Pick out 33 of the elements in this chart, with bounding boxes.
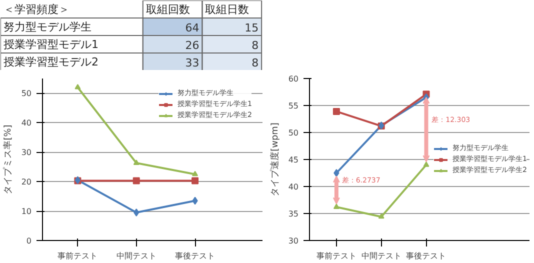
y-tick-label: 55 xyxy=(288,102,299,110)
y-tick-label: 授業学習型モデル2 xyxy=(3,55,98,68)
y-tick-label: 10 xyxy=(21,207,32,216)
y-tick-label: 40 xyxy=(288,182,299,192)
data-label: 26 xyxy=(185,38,200,52)
text: ＜学習頻度＞ xyxy=(3,2,70,16)
data-label: 8 xyxy=(252,56,259,70)
y-tick-label: 60 xyxy=(288,74,299,84)
x-tick-label: 取組回数 xyxy=(146,2,190,16)
x-tick-label: 中間テスト xyxy=(361,252,402,260)
data-label: 8 xyxy=(252,38,259,52)
y-tick-label: 0 xyxy=(26,236,32,246)
y-axis-title: タイプ速度[wpm] xyxy=(269,122,280,196)
x-tick-label: 取組日数 xyxy=(205,2,250,16)
data-label: 33 xyxy=(185,56,200,70)
y-tick-label: 30 xyxy=(21,148,32,158)
y-axis-title: タイプミス率[%] xyxy=(2,124,14,194)
x-tick-label: 事後テスト xyxy=(175,252,216,260)
x-tick-label: 事前テスト xyxy=(58,252,98,260)
y-tick-label: 50 xyxy=(288,128,299,138)
y-tick-label: 35 xyxy=(288,210,299,218)
x-tick-label: 中間テスト xyxy=(116,252,156,260)
y-tick-label: 45 xyxy=(288,156,299,164)
y-tick-label: 40 xyxy=(21,118,32,128)
y-tick-label: 20 xyxy=(21,178,32,187)
y-tick-label: 50 xyxy=(21,89,32,98)
x-tick-label: 事前テスト xyxy=(316,252,356,260)
x-tick-label: 事後テスト xyxy=(406,252,446,260)
y-tick-label: 努力型モデル学生 xyxy=(3,20,92,34)
data-label: 15 xyxy=(244,21,259,34)
y-tick-label: 授業学習型モデル1 xyxy=(3,38,98,51)
y-tick-label: 30 xyxy=(288,236,299,246)
data-label: 64 xyxy=(185,21,200,34)
